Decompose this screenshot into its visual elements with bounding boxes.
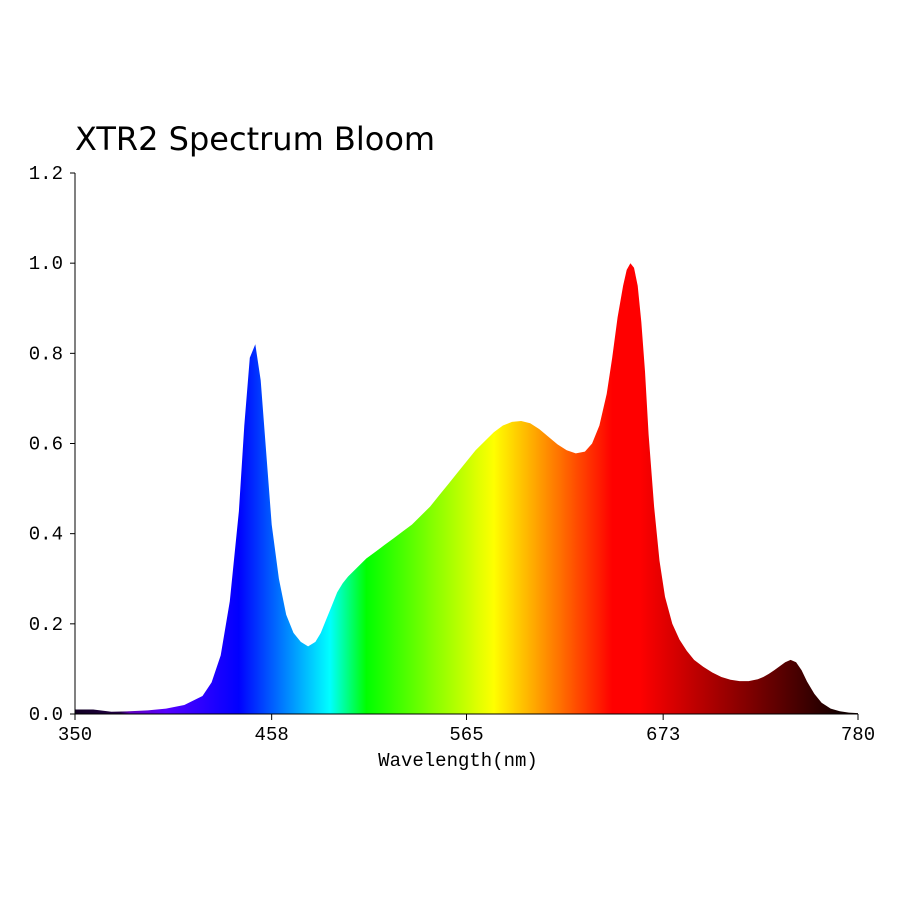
x-axis-label: Wavelength(nm) — [378, 750, 538, 772]
spectrum-area — [75, 263, 858, 714]
y-tick-label: 1.0 — [29, 253, 63, 275]
x-tick-label: 565 — [449, 724, 483, 746]
y-tick-label: 0.8 — [29, 343, 63, 365]
x-axis-ticks: 350 458 565 673 780 — [58, 714, 875, 746]
x-tick-label: 458 — [255, 724, 289, 746]
y-tick-label: 0.0 — [29, 704, 63, 726]
x-tick-label: 350 — [58, 724, 92, 746]
y-tick-label: 1.2 — [29, 163, 63, 185]
y-tick-label: 0.4 — [29, 524, 63, 546]
spectrum-area-layer — [75, 263, 858, 714]
chart-title: XTR2 Spectrum Bloom — [75, 120, 435, 158]
y-tick-label: 0.6 — [29, 434, 63, 456]
x-tick-label: 780 — [841, 724, 875, 746]
y-tick-label: 0.2 — [29, 614, 63, 636]
x-tick-label: 673 — [646, 724, 680, 746]
y-axis-ticks: 0.0 0.2 0.4 0.6 0.8 1.0 1.2 — [29, 163, 75, 726]
